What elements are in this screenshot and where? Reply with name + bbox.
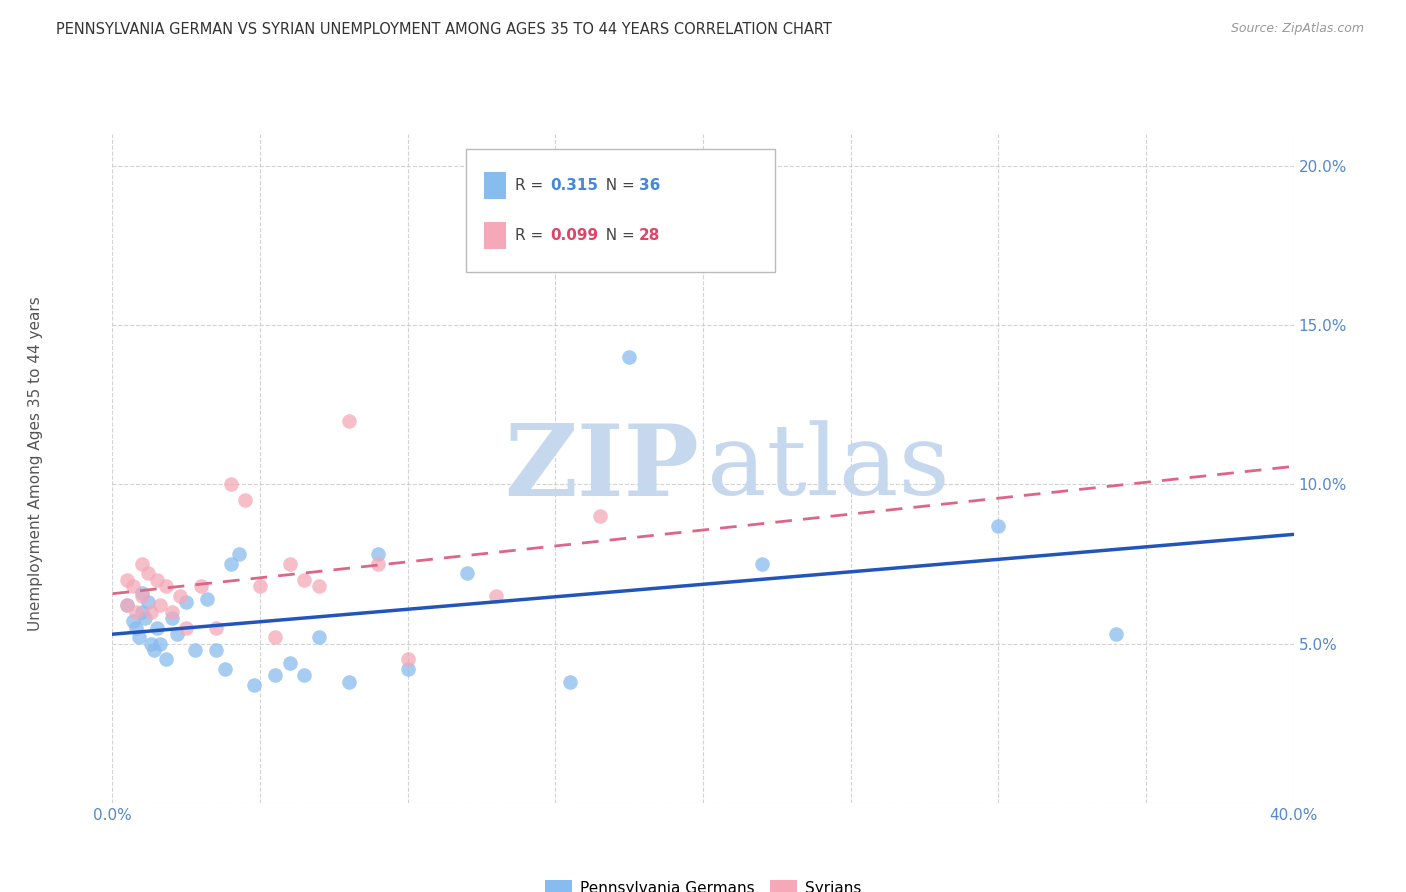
Point — [396, 652, 419, 666]
Point — [131, 589, 153, 603]
Point — [308, 579, 330, 593]
Point — [1105, 627, 1128, 641]
Point — [149, 599, 172, 613]
Point — [125, 621, 148, 635]
Point — [139, 636, 162, 650]
Text: N =: N = — [596, 228, 640, 244]
Point — [243, 678, 266, 692]
Point — [751, 557, 773, 571]
Text: 28: 28 — [638, 228, 659, 244]
Point — [174, 595, 197, 609]
Point — [214, 662, 236, 676]
Point — [166, 627, 188, 641]
Point — [155, 579, 177, 593]
Point — [134, 611, 156, 625]
Point — [149, 636, 172, 650]
Point — [117, 599, 138, 613]
Text: atlas: atlas — [707, 420, 949, 516]
Point — [987, 518, 1010, 533]
Point — [233, 493, 256, 508]
Text: ZIP: ZIP — [505, 420, 699, 516]
Point — [146, 621, 169, 635]
Point — [278, 656, 301, 670]
Point — [117, 599, 138, 613]
Point — [160, 605, 183, 619]
Point — [228, 547, 250, 561]
Point — [292, 573, 315, 587]
Point — [128, 630, 150, 644]
Point — [456, 566, 478, 581]
Text: N =: N = — [596, 178, 640, 194]
Point — [367, 557, 389, 571]
Point — [205, 643, 228, 657]
Point — [122, 614, 145, 628]
Point — [278, 557, 301, 571]
Point — [155, 652, 177, 666]
Point — [125, 605, 148, 619]
Point — [131, 557, 153, 571]
Point — [136, 595, 159, 609]
Text: Unemployment Among Ages 35 to 44 years: Unemployment Among Ages 35 to 44 years — [28, 296, 42, 632]
Text: 0.315: 0.315 — [550, 178, 598, 194]
Point — [619, 350, 641, 364]
Point — [131, 585, 153, 599]
Point — [190, 579, 212, 593]
Point — [184, 643, 207, 657]
Point — [337, 413, 360, 427]
Point — [249, 579, 271, 593]
Point — [588, 509, 610, 524]
Point — [169, 589, 191, 603]
Text: Source: ZipAtlas.com: Source: ZipAtlas.com — [1230, 22, 1364, 36]
Point — [367, 547, 389, 561]
Point — [219, 557, 242, 571]
Point — [122, 579, 145, 593]
Point — [396, 662, 419, 676]
Point — [292, 668, 315, 682]
Text: R =: R = — [515, 228, 548, 244]
Point — [117, 573, 138, 587]
Point — [219, 477, 242, 491]
Text: 36: 36 — [638, 178, 659, 194]
Legend: Pennsylvania Germans, Syrians: Pennsylvania Germans, Syrians — [538, 874, 868, 892]
Point — [139, 605, 162, 619]
Point — [146, 573, 169, 587]
Point — [264, 668, 287, 682]
Point — [205, 621, 228, 635]
Text: R =: R = — [515, 178, 548, 194]
Point — [485, 589, 508, 603]
Point — [264, 630, 287, 644]
Point — [337, 674, 360, 689]
Point — [308, 630, 330, 644]
Point — [142, 643, 165, 657]
Point — [195, 591, 218, 606]
Point — [160, 611, 183, 625]
Point — [136, 566, 159, 581]
Point — [131, 605, 153, 619]
Point — [174, 621, 197, 635]
Point — [558, 674, 582, 689]
Text: PENNSYLVANIA GERMAN VS SYRIAN UNEMPLOYMENT AMONG AGES 35 TO 44 YEARS CORRELATION: PENNSYLVANIA GERMAN VS SYRIAN UNEMPLOYME… — [56, 22, 832, 37]
Text: 0.099: 0.099 — [550, 228, 598, 244]
